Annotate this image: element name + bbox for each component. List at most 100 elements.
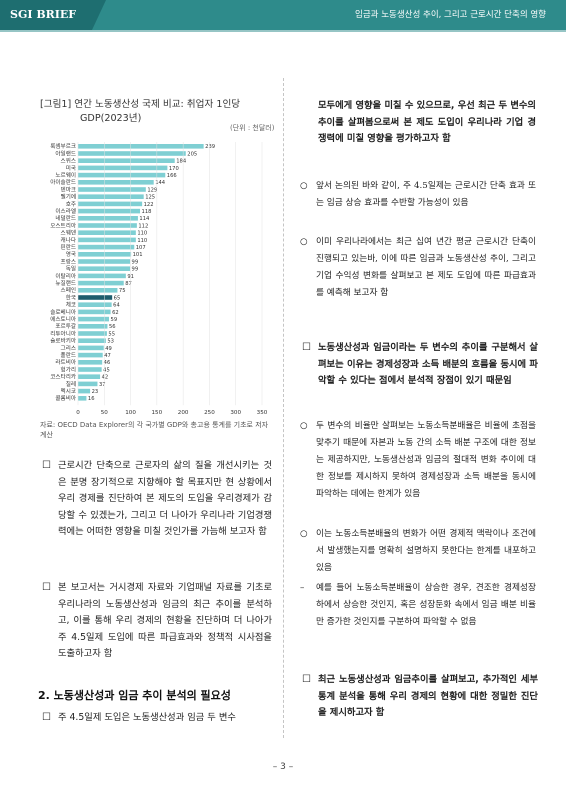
- page-number: – 3 –: [272, 762, 294, 772]
- bar: [78, 144, 204, 149]
- bar: [78, 194, 144, 199]
- category-label: 코스타리카: [50, 373, 76, 381]
- bar: [78, 259, 131, 264]
- category-label: 체코: [66, 301, 76, 309]
- category-label: 캐나다: [61, 236, 76, 244]
- category-label: 스페인: [61, 286, 76, 294]
- category-label: 벨기에: [61, 193, 76, 201]
- bar: [78, 266, 131, 271]
- right-box-item-2: ☐ 최근 노동생산성과 임금추이를 살펴보고, 추가적인 세부 통계 분석을 통…: [302, 672, 538, 722]
- brand-label: SGI BRIEF: [0, 0, 106, 30]
- value-label: 37: [99, 382, 106, 388]
- value-label: 122: [144, 202, 154, 208]
- item-text: 이는 노동소득분배율의 변화가 어떤 경제적 맥락이나 조건에서 발생했는지를 …: [316, 529, 536, 573]
- value-label: 49: [105, 346, 112, 352]
- value-label: 184: [176, 159, 187, 165]
- category-label: 스위스: [61, 157, 76, 165]
- bar: [78, 352, 103, 358]
- bar: [78, 280, 124, 286]
- value-label: 46: [104, 360, 111, 366]
- value-label: 45: [103, 367, 110, 373]
- bar: [78, 252, 132, 257]
- item-text: 두 변수의 비율만 살펴보는 노동소득분배율은 비율에 초점을 맞추기 때문에 …: [316, 421, 536, 499]
- bar: [78, 288, 118, 293]
- category-label: 스웨덴: [61, 229, 76, 237]
- category-label: 멕시코: [61, 387, 76, 395]
- category-label: 뉴질랜드: [55, 279, 76, 287]
- bar: [78, 388, 91, 394]
- figure-title: [그림1] 연간 노동생산성 국제 비교: 취업자 1인당 GDP(2023년): [40, 98, 280, 126]
- dash-bullet: –: [300, 583, 305, 593]
- right-circle-item-1: ○ 앞서 논의된 바와 같이, 주 4.5일제는 근로시간 단축 효과 또는 임…: [300, 178, 536, 212]
- x-tick-label: 250: [204, 410, 215, 416]
- header-divider: [0, 30, 566, 32]
- bar: [78, 151, 186, 156]
- category-label: 슬로바키아: [50, 337, 76, 345]
- value-label: 110: [137, 231, 147, 237]
- bar: [78, 316, 110, 322]
- value-label: 64: [113, 303, 120, 309]
- x-axis-group: 0 50 100 150 200 250 300 350: [76, 142, 268, 416]
- item-text: 앞서 논의된 바와 같이, 주 4.5일제는 근로시간 단축 효과 또는 임금 …: [316, 181, 536, 208]
- value-label: 87: [125, 281, 132, 287]
- bar: [78, 324, 108, 329]
- value-label: 107: [136, 245, 146, 251]
- category-label: 슬로베니아: [50, 308, 76, 316]
- bar: [78, 230, 136, 235]
- x-tick-label: 200: [178, 410, 189, 416]
- item-text: 이미 우리나라에서는 최근 십여 년간 평균 근로시간 단축이 진행되고 있는바…: [316, 237, 536, 298]
- right-circle-item-2: ○ 이미 우리나라에서는 최근 십여 년간 평균 근로시간 단축이 진행되고 있…: [300, 234, 536, 302]
- value-label: 42: [102, 375, 109, 381]
- bar: [78, 165, 168, 171]
- category-label: 에스토니아: [50, 315, 76, 323]
- category-label: 헝가리: [61, 365, 76, 373]
- checkbox-bullet: ☐: [42, 582, 51, 593]
- bar: [78, 381, 98, 387]
- bar: [78, 309, 111, 315]
- productivity-bar-chart: 룩셈부르크 239 아일랜드 205 스위스 184 미국 170 노르웨이 166 아이슬란드 14…: [50, 142, 268, 416]
- right-continuation: 모두에게 영향을 미칠 수 있으므로, 우선 최근 두 변수의 추이를 살펴봄으…: [318, 100, 536, 144]
- value-label: 53: [107, 339, 114, 345]
- category-label: 노르웨이: [55, 171, 76, 179]
- right-box-item-1: ☐ 노동생산성과 임금이라는 두 변수의 추이를 구분해서 살펴보는 이유는 경…: [302, 340, 538, 390]
- bar: [78, 273, 126, 279]
- category-label: 네덜란드: [55, 214, 76, 222]
- bar: [78, 180, 154, 185]
- bar: [78, 367, 102, 372]
- bar: [78, 187, 146, 192]
- right-circle-item-4: ○ 이는 노동소득분배율의 변화가 어떤 경제적 맥락이나 조건에서 발생했는지…: [300, 526, 536, 577]
- value-label: 166: [167, 173, 177, 179]
- left-paragraph-2: ☐ 본 보고서는 거시경제 자료와 기업패널 자료를 기초로 우리나라의 노동생…: [42, 580, 272, 663]
- item-text: 노동생산성과 임금이라는 두 변수의 추이를 구분해서 살펴보는 이유는 경제성…: [318, 342, 538, 386]
- circle-bullet: ○: [300, 529, 308, 539]
- column-divider: [283, 78, 284, 738]
- item-text: 예를 들어 노동소득분배율이 상승한 경우, 견조한 경제성장 하에서 상승한 …: [316, 583, 536, 627]
- category-label: 폴란드: [61, 352, 76, 359]
- header-title: 임금과 노동생산성 추이, 그리고 근로시간 단축의 영향: [355, 10, 546, 20]
- value-label: 99: [132, 259, 139, 265]
- category-label: 핀란드: [61, 243, 76, 251]
- left-paragraph-1: ☐ 근로시간 단축으로 근로자의 삶의 질을 개선시키는 것은 분명 장기적으로…: [42, 458, 272, 541]
- category-label: 이탈리아: [55, 272, 76, 280]
- category-label: 호주: [66, 201, 76, 208]
- bar: [78, 331, 107, 336]
- value-label: 75: [119, 288, 126, 294]
- item-text: 최근 노동생산성과 임금추이를 살펴보고, 추가적인 세부 통계 분석을 통해 …: [318, 674, 538, 718]
- bar: [78, 374, 101, 379]
- circle-bullet: ○: [300, 181, 308, 191]
- category-label: 룩셈부르크: [50, 142, 76, 150]
- category-label: 미국: [66, 164, 76, 172]
- x-tick-label: 100: [125, 410, 136, 416]
- checkbox-bullet: ☐: [302, 342, 311, 353]
- circle-bullet: ○: [300, 421, 308, 431]
- value-label: 239: [205, 144, 215, 150]
- category-label: 덴마크: [61, 185, 76, 193]
- category-label: 독일: [66, 265, 76, 273]
- bar: [78, 295, 113, 300]
- value-label: 55: [108, 331, 115, 337]
- category-label: 그리스: [61, 344, 76, 352]
- paragraph-text: 근로시간 단축으로 근로자의 삶의 질을 개선시키는 것은 분명 장기적으로 지…: [58, 460, 272, 537]
- value-label: 170: [169, 166, 179, 172]
- bar: [78, 244, 135, 250]
- paragraph-text: 본 보고서는 거시경제 자료와 기업패널 자료를 기초로 우리나라의 노동생산성…: [58, 582, 272, 659]
